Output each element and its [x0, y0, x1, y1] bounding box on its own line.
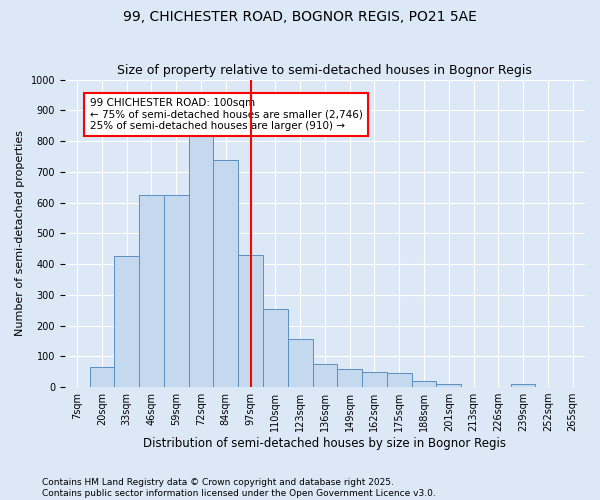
- Bar: [313, 364, 337, 387]
- Bar: [139, 195, 164, 387]
- Bar: [436, 384, 461, 387]
- Bar: [387, 373, 412, 387]
- Text: Contains HM Land Registry data © Crown copyright and database right 2025.
Contai: Contains HM Land Registry data © Crown c…: [42, 478, 436, 498]
- Bar: [115, 256, 139, 387]
- Bar: [288, 340, 313, 387]
- Bar: [412, 381, 436, 387]
- X-axis label: Distribution of semi-detached houses by size in Bognor Regis: Distribution of semi-detached houses by …: [143, 437, 506, 450]
- Bar: [164, 195, 188, 387]
- Bar: [362, 372, 387, 387]
- Bar: [188, 134, 214, 387]
- Bar: [263, 308, 288, 387]
- Text: 99 CHICHESTER ROAD: 100sqm
← 75% of semi-detached houses are smaller (2,746)
25%: 99 CHICHESTER ROAD: 100sqm ← 75% of semi…: [89, 98, 362, 131]
- Bar: [238, 255, 263, 387]
- Text: 99, CHICHESTER ROAD, BOGNOR REGIS, PO21 5AE: 99, CHICHESTER ROAD, BOGNOR REGIS, PO21 …: [123, 10, 477, 24]
- Y-axis label: Number of semi-detached properties: Number of semi-detached properties: [15, 130, 25, 336]
- Title: Size of property relative to semi-detached houses in Bognor Regis: Size of property relative to semi-detach…: [118, 64, 532, 77]
- Bar: [214, 160, 238, 387]
- Bar: [89, 367, 115, 387]
- Bar: [337, 368, 362, 387]
- Bar: [511, 384, 535, 387]
